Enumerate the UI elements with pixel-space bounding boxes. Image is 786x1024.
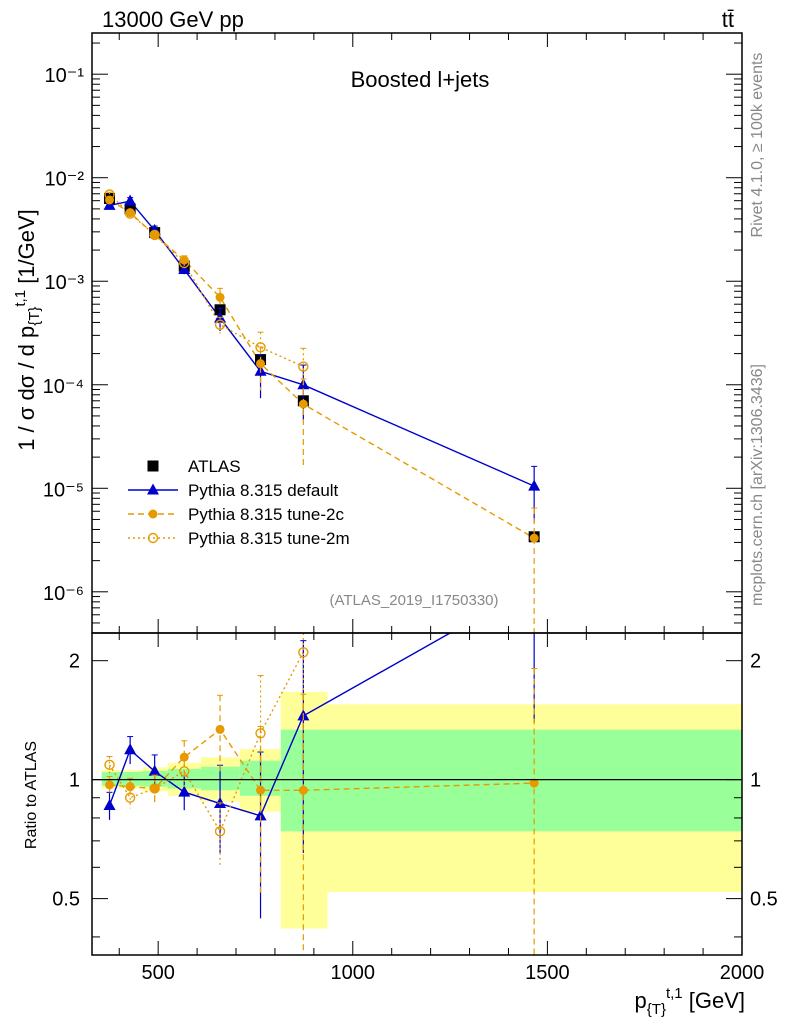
legend-label-default: Pythia 8.315 default — [188, 481, 339, 500]
marker-tune2m — [179, 257, 190, 269]
ratio-y-tick-label-right: 0.5 — [750, 889, 778, 911]
axes-frame: 500 1000 1500 2000 10⁻⁶ 10⁻⁵ 10⁻⁴ 10⁻³ 10⁻² 10⁻¹ 0… — [43, 32, 778, 984]
ratio-panel-series — [103, 633, 539, 955]
main-line-tune2c — [109, 199, 535, 539]
series-lines — [103, 189, 541, 955]
marker-tune2c — [298, 399, 308, 409]
marker-tune2m — [298, 361, 309, 372]
x-tick-label: 1500 — [525, 962, 570, 984]
marker-default — [178, 262, 191, 274]
marker-tune2c — [298, 785, 308, 795]
main-panel-series — [103, 189, 541, 633]
rivet-version-label: Rivet 4.1.0, ≥ 100k events — [749, 53, 766, 238]
y-tick-label: 10⁻⁶ — [43, 583, 84, 605]
marker-tune2c — [529, 533, 539, 543]
ratio-y-tick-label-left: 1 — [69, 770, 80, 792]
marker-tune2m — [255, 728, 266, 739]
marker-tune2m — [255, 342, 266, 353]
x-tick-label: 500 — [141, 962, 174, 984]
marker-tune2c — [150, 230, 160, 240]
panel-title: Boosted l+jets — [351, 67, 490, 92]
marker-tune2c — [148, 509, 158, 519]
ratio-panel-frame — [91, 632, 743, 956]
marker-default — [103, 799, 116, 811]
ratio-line-tune2m — [108, 651, 304, 833]
process-label: tt̄ — [722, 7, 734, 32]
marker-tune2m — [104, 189, 115, 200]
marker-tune2c — [125, 782, 135, 792]
x-axis-label: p{T}t,1 [GeV] — [635, 985, 745, 1018]
mcplots-label: mcplots.cern.ch [arXiv:1306.3436] — [749, 364, 766, 606]
ratio-y-tick-label-left: 0.5 — [52, 889, 80, 911]
legend-label-tune2m: Pythia 8.315 tune-2m — [188, 529, 350, 548]
marker-default — [528, 479, 541, 491]
marker-default — [254, 809, 267, 821]
uncertainty-bands — [101, 691, 742, 929]
y-tick-label: 10⁻² — [45, 169, 85, 191]
marker-default — [147, 483, 159, 495]
marker-tune2m — [124, 792, 136, 803]
y-tick-label: 10⁻⁵ — [43, 479, 84, 501]
y-tick-label: 10⁻¹ — [45, 65, 85, 87]
y-tick-label: 10⁻⁴ — [43, 376, 84, 398]
marker-default — [124, 743, 137, 755]
stat-uncertainty-band — [280, 729, 328, 832]
marker-tune2c — [150, 783, 160, 793]
marker-tune2c — [105, 780, 115, 790]
marker-tune2m — [104, 759, 115, 771]
y-axis-label-main: 1 / σ dσ / d p{T}t,1 [1/GeV] — [12, 209, 43, 451]
x-tick-label: 2000 — [720, 962, 765, 984]
legend-label-tune2c: Pythia 8.315 tune-2c — [188, 505, 344, 524]
marker-tune2m — [149, 229, 160, 241]
marker-default — [124, 194, 137, 206]
y-axis-label-ratio: Ratio to ATLAS — [23, 741, 40, 849]
y-tick-label: 10⁻³ — [45, 272, 85, 294]
marker-tune2c — [215, 292, 225, 302]
marker-tune2m — [124, 208, 136, 219]
marker-tune2c — [529, 778, 539, 788]
ratio-y-tick-label-left: 2 — [69, 651, 80, 673]
marker-tune2m — [214, 826, 226, 837]
marker-tune2m — [147, 532, 159, 544]
marker-tune2m — [149, 783, 160, 794]
marker-tune2m — [214, 319, 226, 330]
marker-tune2m — [298, 647, 309, 658]
x-tick-label: 1000 — [331, 962, 376, 984]
analysis-id: (ATLAS_2019_I1750330) — [329, 592, 498, 609]
ratio-y-tick-label-right: 1 — [750, 770, 761, 792]
marker-tune2m — [179, 766, 190, 777]
marker-tune2c — [256, 785, 266, 795]
ratio-y-tick-label-right: 2 — [750, 651, 761, 673]
marker-default — [148, 764, 161, 776]
data-marker-atlas — [147, 460, 159, 472]
marker-tune2c — [215, 724, 225, 734]
main-line-default — [109, 200, 535, 487]
marker-tune2c — [105, 195, 115, 205]
legend: ATLAS Pythia 8.315 default Pythia 8.315 tu… — [128, 457, 350, 548]
legend-label-data: ATLAS — [188, 457, 241, 476]
marker-default — [178, 785, 191, 797]
energy-label: 13000 GeV pp — [102, 7, 244, 32]
